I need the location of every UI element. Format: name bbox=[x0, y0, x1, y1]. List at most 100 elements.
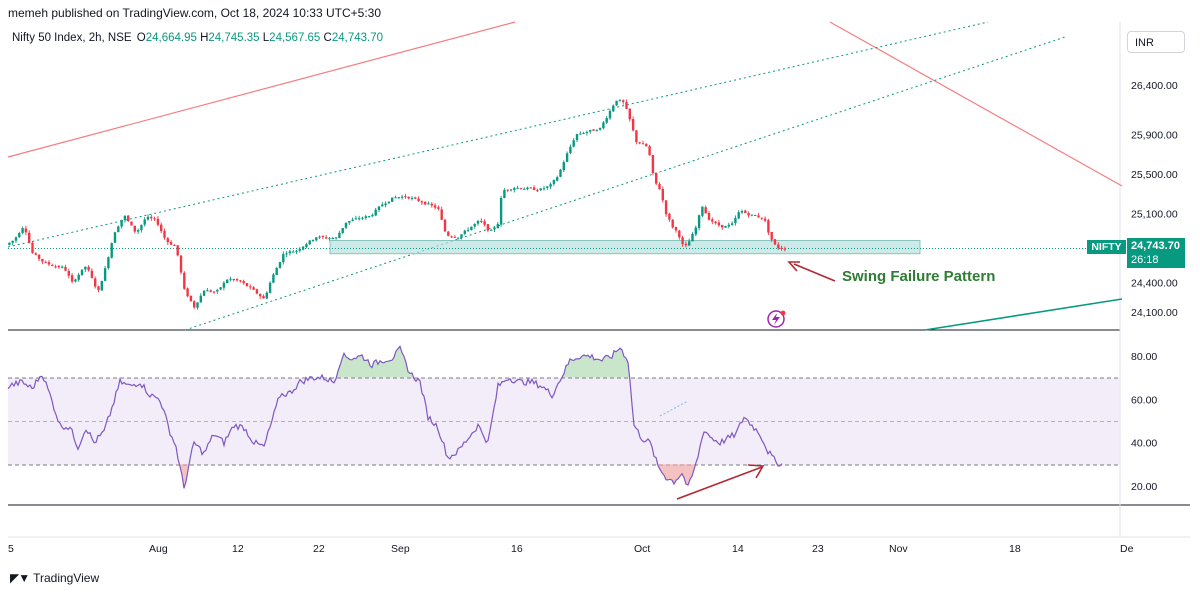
annotation-label[interactable]: Swing Failure Pattern bbox=[842, 268, 995, 285]
candle-body bbox=[354, 218, 358, 220]
annotation-arrow-shaft[interactable] bbox=[793, 263, 836, 282]
candle-body bbox=[193, 301, 196, 308]
candle-body bbox=[67, 271, 70, 276]
candle-body bbox=[397, 197, 400, 199]
time-tick-label: 5 bbox=[8, 543, 14, 555]
price-tick-label: 25,900.00 bbox=[1131, 129, 1178, 141]
candle-body bbox=[74, 279, 77, 282]
currency-button[interactable]: INR bbox=[1127, 31, 1185, 53]
high-value: 24,745.35 bbox=[208, 32, 260, 44]
candle-body bbox=[773, 239, 777, 245]
candle-body bbox=[331, 237, 334, 239]
candle-body bbox=[645, 143, 648, 147]
candle-body bbox=[80, 269, 84, 275]
candle-body bbox=[183, 272, 186, 289]
candle-body bbox=[513, 188, 516, 190]
candle-body bbox=[328, 238, 331, 240]
rsi-oversold-fill bbox=[8, 464, 782, 489]
symbol-label[interactable]: Nifty 50 Index, 2h, NSE bbox=[12, 32, 132, 44]
candle-body bbox=[199, 295, 202, 303]
close-value: 24,743.70 bbox=[331, 32, 384, 44]
candle-body bbox=[559, 169, 562, 177]
candle-body bbox=[420, 201, 424, 203]
candle-body bbox=[308, 240, 311, 245]
candle-body bbox=[655, 172, 658, 184]
candle-body bbox=[140, 224, 143, 231]
candle-body bbox=[407, 196, 410, 199]
candle-body bbox=[77, 274, 80, 280]
candle-body bbox=[272, 274, 275, 283]
candle-body bbox=[136, 230, 140, 232]
candle-body bbox=[552, 180, 556, 184]
candle-body bbox=[186, 288, 189, 297]
candle-body bbox=[539, 188, 542, 191]
candle-body bbox=[664, 200, 668, 215]
candle-body bbox=[612, 105, 615, 112]
candle-body bbox=[777, 244, 780, 248]
candle-body bbox=[509, 189, 513, 191]
candle-body bbox=[546, 186, 549, 188]
candle-body bbox=[437, 207, 440, 209]
candle-body bbox=[704, 207, 707, 214]
candle-body bbox=[196, 302, 199, 308]
candle-body bbox=[334, 237, 338, 239]
candle-body bbox=[57, 266, 61, 268]
teal-trendline[interactable] bbox=[924, 298, 1123, 331]
candle-body bbox=[41, 259, 44, 262]
candle-body bbox=[754, 214, 757, 216]
tradingview-brand[interactable]: ◤▼ TradingView bbox=[10, 571, 99, 585]
candle-body bbox=[344, 222, 348, 228]
candle-body bbox=[447, 231, 450, 236]
rsi-divergence-arrow-head bbox=[747, 464, 765, 479]
candle-body bbox=[493, 227, 496, 230]
candle-body bbox=[625, 101, 628, 109]
last-price-label: 24,743.70 26:18 bbox=[1127, 238, 1185, 268]
lower-channel-line[interactable] bbox=[184, 36, 1066, 331]
candle-body bbox=[466, 229, 470, 231]
candle-body bbox=[724, 226, 727, 228]
candle-body bbox=[460, 234, 463, 238]
lightning-event-icon[interactable] bbox=[767, 310, 786, 328]
rsi-tick-label: 60.00 bbox=[1131, 394, 1157, 406]
candle-body bbox=[744, 210, 747, 213]
candle-body bbox=[579, 133, 582, 135]
candle-body bbox=[760, 217, 763, 219]
tradingview-logo-icon: ◤▼ bbox=[10, 571, 30, 585]
candle-body bbox=[661, 188, 664, 201]
candle-body bbox=[364, 216, 367, 219]
candle-body bbox=[717, 222, 721, 226]
rsi-axis[interactable]: 80.00 60.00 40.00 20.00 bbox=[1131, 351, 1157, 493]
candle-body bbox=[110, 243, 113, 258]
candle-body bbox=[113, 232, 117, 243]
candle-body bbox=[348, 221, 351, 223]
time-tick-label: Sep bbox=[391, 543, 410, 555]
upper-channel-line[interactable] bbox=[7, 21, 989, 248]
rsi-dotted-line[interactable] bbox=[659, 400, 689, 417]
candle-body bbox=[127, 215, 130, 222]
candle-body bbox=[648, 146, 651, 156]
candle-body bbox=[757, 215, 760, 218]
support-zone[interactable] bbox=[329, 240, 921, 255]
candle-body bbox=[684, 243, 688, 246]
candle-body bbox=[740, 211, 744, 213]
falling-trendline-red[interactable] bbox=[829, 21, 1123, 187]
candle-body bbox=[387, 201, 391, 204]
candle-body bbox=[691, 233, 694, 242]
price-tick-label: 24,100.00 bbox=[1131, 307, 1178, 319]
symbol-price-tag: NIFTY bbox=[1087, 240, 1126, 254]
time-tick-label: De bbox=[1120, 543, 1134, 555]
candle-body bbox=[90, 270, 94, 278]
rising-trendline-red[interactable] bbox=[7, 21, 516, 158]
time-tick-label: Aug bbox=[149, 543, 168, 555]
rsi-divergence-arrow-shaft[interactable] bbox=[676, 466, 763, 500]
candle-body bbox=[206, 290, 209, 292]
candle-body bbox=[714, 221, 717, 224]
candle-body bbox=[235, 279, 239, 281]
rsi-series bbox=[7, 345, 783, 489]
time-axis[interactable]: 5 Aug 12 22 Sep 16 Oct 14 23 Nov 18 De bbox=[8, 543, 1134, 555]
price-axis[interactable]: 26,400.00 25,900.00 25,500.00 25,100.00 24,4… bbox=[1131, 80, 1178, 319]
candle-body bbox=[486, 224, 490, 231]
time-tick-label: 18 bbox=[1009, 543, 1021, 555]
candle-body bbox=[377, 206, 381, 211]
